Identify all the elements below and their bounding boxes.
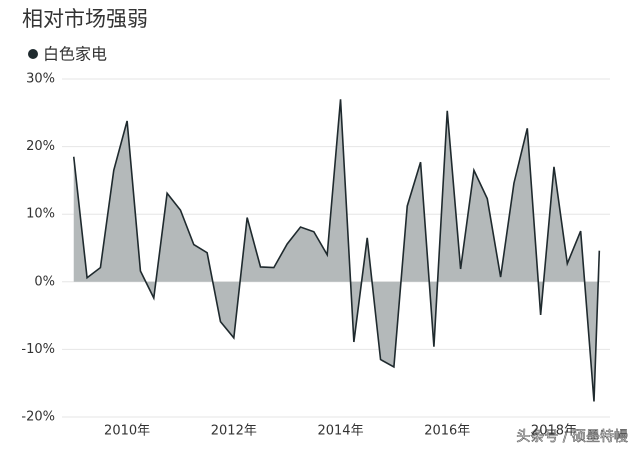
x-tick-label: 2018年 (531, 424, 577, 439)
y-tick-label: -20% (21, 410, 55, 425)
y-tick-label: 30% (26, 72, 55, 87)
y-tick-label: 20% (26, 139, 55, 154)
legend-label: 白色家电 (43, 45, 107, 64)
x-tick-label: 2014年 (317, 424, 363, 439)
legend-marker (28, 49, 38, 59)
x-tick-label: 2010年 (104, 424, 150, 439)
y-tick-label: 10% (26, 207, 55, 222)
line (72, 99, 601, 402)
y-tick-label: -10% (21, 342, 55, 357)
area (73, 99, 600, 402)
watermark: 头条号 / 硕墨特幔 (516, 428, 628, 445)
x-tick-label: 2016年 (424, 424, 470, 439)
y-tick-label: 0% (34, 274, 55, 289)
chart-title: 相对市场强弱 (22, 7, 148, 31)
x-tick-label: 2012年 (211, 424, 257, 439)
